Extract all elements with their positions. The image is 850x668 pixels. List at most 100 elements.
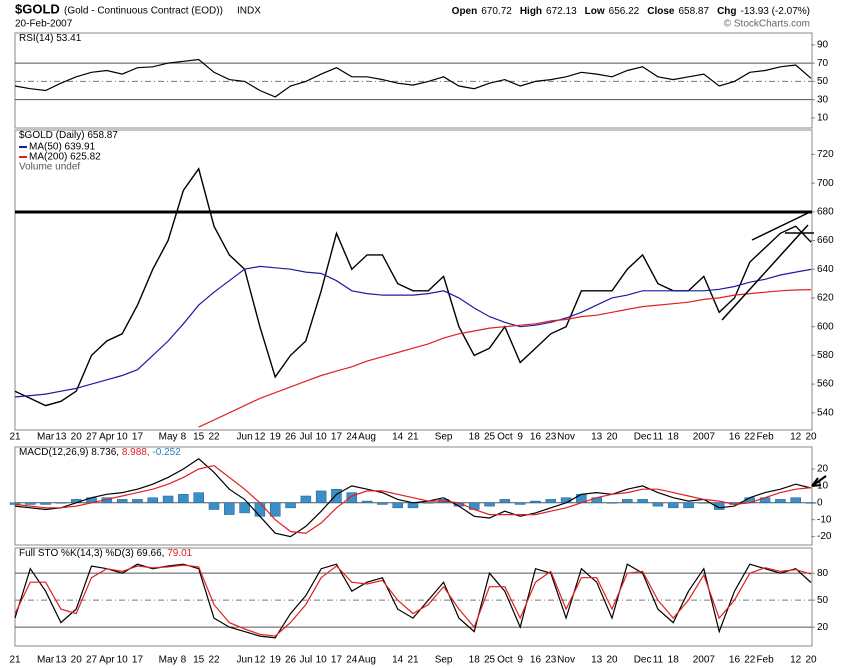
histogram-bar: [805, 502, 817, 504]
x-tick-label: 10: [316, 655, 328, 666]
quote-label: High: [520, 6, 542, 17]
histogram-bar: [530, 500, 541, 504]
histogram-bar: [637, 499, 648, 504]
x-tick-label: Feb: [756, 655, 774, 666]
x-tick-label: 2007: [693, 655, 716, 666]
x-tick-label: 15: [193, 432, 205, 443]
legend-part: 79.01: [164, 548, 192, 559]
legend-part: $GOLD (Daily) 658.87: [19, 130, 118, 141]
histogram-bar: [269, 502, 281, 517]
trendline: [721, 224, 809, 321]
trendline: [751, 212, 809, 241]
histogram-bar: [622, 499, 633, 504]
x-tick-label: 10: [117, 655, 129, 666]
y-tick-label: -10: [817, 514, 832, 525]
x-tick-label: Nov: [557, 655, 575, 666]
series-line: [14, 265, 812, 398]
y-tick-label: 20: [817, 622, 829, 633]
y-tick-label: 660: [817, 235, 834, 246]
histogram-bar: [606, 502, 618, 504]
x-tick-label: Aug: [358, 655, 376, 666]
x-tick-label: 12: [254, 432, 266, 443]
quote-value: 656.22: [609, 6, 640, 17]
quote-label: Low: [585, 6, 605, 17]
series-line: [14, 58, 812, 98]
quote-label: Close: [647, 6, 675, 17]
x-tick-label: 22: [744, 655, 756, 666]
x-tick-label: May: [159, 655, 178, 666]
y-tick-label: 540: [817, 407, 834, 418]
series-line: [14, 464, 812, 534]
y-tick-label: -20: [817, 531, 832, 542]
histogram-bar: [499, 499, 511, 504]
y-tick-label: 50: [817, 76, 829, 87]
x-tick-label: 27: [86, 432, 98, 443]
histogram-bar: [208, 502, 220, 510]
y-tick-label: 560: [817, 379, 834, 390]
histogram-bar: [147, 497, 159, 504]
x-tick-label: 27: [86, 655, 98, 666]
y-tick-label: 620: [817, 293, 834, 304]
panel-legend: $GOLD (Daily) 658.87: [19, 130, 118, 141]
x-tick-label: 25: [484, 432, 496, 443]
histogram-bar: [239, 502, 250, 514]
quote-text: Open 670.72 High 672.13 Low 656.22 Close 658.87…: [452, 6, 810, 17]
histogram-bar: [162, 495, 174, 504]
legend-part: -0.252: [150, 447, 182, 458]
x-tick-label: 21: [407, 655, 419, 666]
quote-value: 670.72: [481, 6, 512, 17]
legend-note: Volume undef: [19, 162, 80, 173]
x-tick-label: Jun: [237, 655, 253, 666]
x-tick-label: 2007: [693, 432, 716, 443]
histogram-bar: [361, 500, 373, 504]
histogram-bar: [25, 502, 36, 505]
y-tick-label: 640: [817, 264, 834, 275]
x-tick-label: Apr: [99, 655, 115, 666]
x-tick-label: 22: [744, 432, 756, 443]
x-tick-label: 17: [132, 655, 144, 666]
symbol: $GOLD: [15, 1, 60, 16]
x-tick-label: 15: [193, 655, 205, 666]
x-tick-label: Jul: [299, 655, 312, 666]
price-panel: [14, 129, 813, 431]
x-tick-label: 10: [316, 432, 328, 443]
x-tick-label: Nov: [557, 432, 575, 443]
series-line: [14, 458, 812, 538]
x-tick-label: 13: [591, 432, 603, 443]
y-tick-label: 30: [817, 94, 829, 105]
x-tick-label: 16: [530, 655, 542, 666]
x-tick-label: 19: [270, 655, 282, 666]
histogram-bar: [377, 502, 388, 505]
legend-part: MACD(12,26,9) 8.736,: [19, 447, 119, 458]
x-tick-label: Oct: [497, 655, 513, 666]
x-tick-label: Dec: [634, 432, 652, 443]
histogram-bar: [392, 502, 403, 509]
legend-part: 8.988,: [119, 447, 150, 458]
y-tick-label: 20: [817, 464, 829, 475]
x-tick-label: 18: [469, 655, 481, 666]
panel-legend: RSI(14) 53.41: [19, 33, 82, 44]
histogram-bar: [331, 488, 342, 504]
arrow: [811, 475, 827, 487]
quote-label: Open: [452, 6, 478, 17]
y-tick-label: 10: [817, 481, 829, 492]
x-tick-label: 12: [790, 432, 802, 443]
x-tick-label: 23: [545, 432, 557, 443]
histogram-bar: [683, 502, 694, 509]
panel-legend: Full STO %K(14,3) %D(3) 69.66, 79.01: [19, 548, 193, 559]
x-tick-label: 24: [346, 432, 358, 443]
x-tick-label: 11: [653, 432, 664, 443]
y-tick-label: 580: [817, 350, 834, 361]
x-tick-label: 26: [285, 432, 297, 443]
x-tick-label: Mar: [37, 655, 55, 666]
x-tick-label: Dec: [634, 655, 652, 666]
histogram-bar: [346, 492, 358, 504]
histogram-bar: [55, 502, 67, 504]
histogram-bar: [193, 492, 204, 504]
histogram-bar: [132, 499, 143, 504]
x-tick-label: 20: [606, 432, 618, 443]
histogram-bar: [178, 494, 189, 504]
quote: Open 670.72 High 672.13 Low 656.22 Close 658.87…: [452, 6, 810, 17]
legend-entry: MA(200) 625.82: [29, 152, 101, 163]
